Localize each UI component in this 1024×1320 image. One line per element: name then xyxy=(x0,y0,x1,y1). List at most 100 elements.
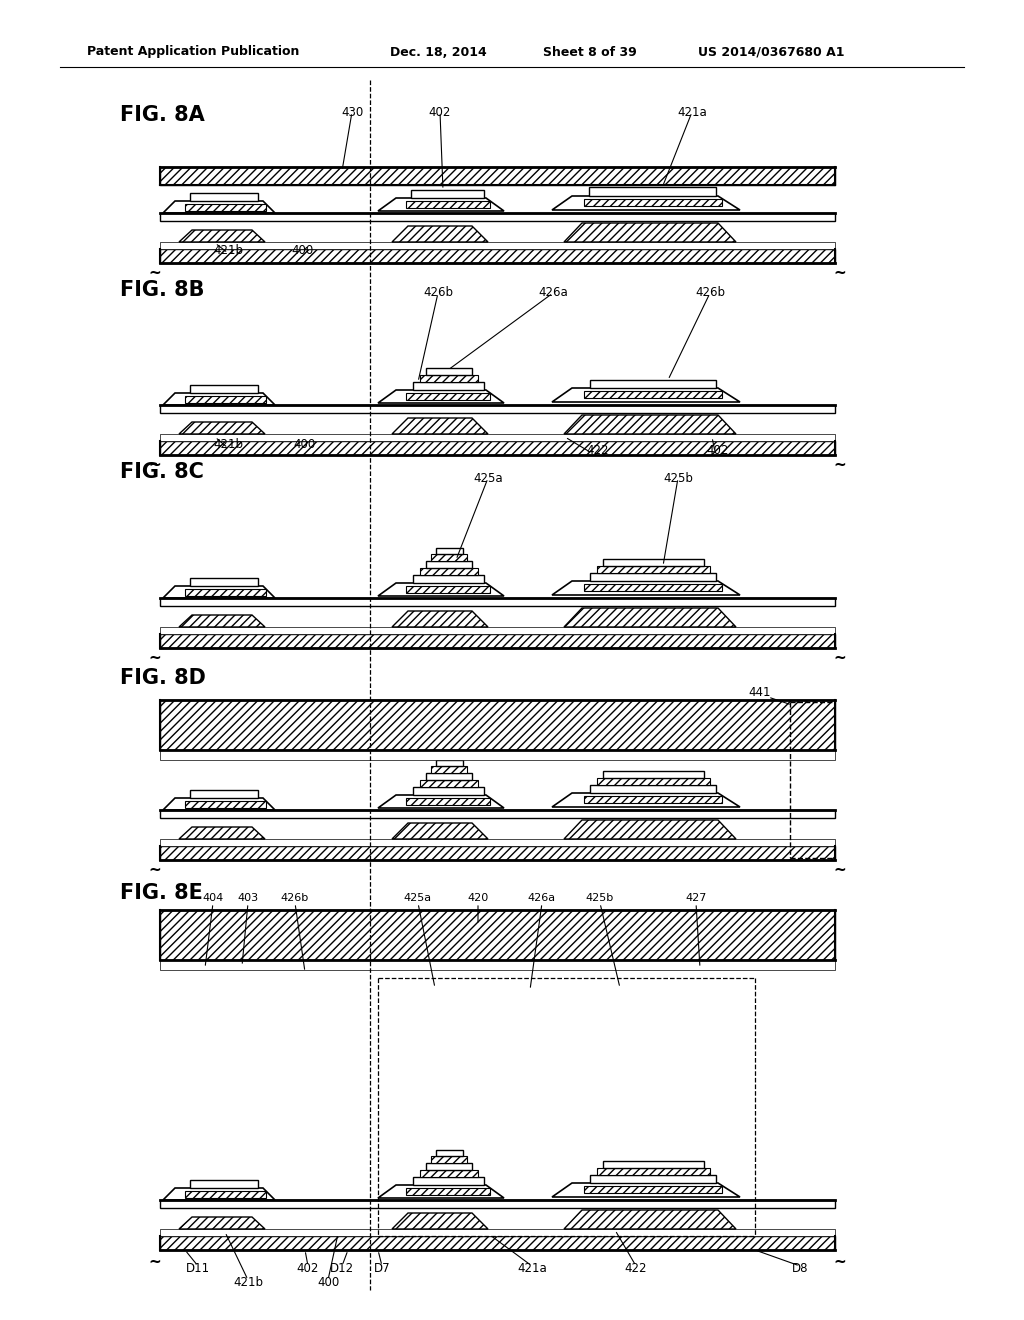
Polygon shape xyxy=(179,615,265,627)
Bar xyxy=(413,787,484,795)
Text: 403: 403 xyxy=(238,894,259,903)
Text: ~: ~ xyxy=(834,651,847,665)
Text: 427: 427 xyxy=(685,894,707,903)
Bar xyxy=(431,766,467,774)
Bar xyxy=(185,1191,266,1199)
Polygon shape xyxy=(163,586,275,598)
Bar xyxy=(190,385,258,393)
Bar xyxy=(603,1162,705,1168)
Text: 421b: 421b xyxy=(213,243,243,256)
Text: ~: ~ xyxy=(148,265,162,281)
Polygon shape xyxy=(163,799,275,810)
Bar xyxy=(406,393,490,400)
Bar xyxy=(160,627,835,634)
Text: 421a: 421a xyxy=(677,106,707,119)
Bar xyxy=(160,810,835,818)
Text: FIG. 8A: FIG. 8A xyxy=(120,106,205,125)
Bar xyxy=(584,796,722,803)
Bar xyxy=(406,1188,490,1195)
Text: 425b: 425b xyxy=(664,471,693,484)
Text: ~: ~ xyxy=(148,651,162,665)
Bar xyxy=(420,568,478,576)
Polygon shape xyxy=(552,1183,740,1197)
Text: 441: 441 xyxy=(749,686,771,700)
Text: 426a: 426a xyxy=(539,286,568,300)
Bar xyxy=(426,1163,472,1170)
Bar xyxy=(420,780,478,787)
Bar xyxy=(160,1236,835,1250)
Polygon shape xyxy=(552,388,740,403)
Text: 421b: 421b xyxy=(213,438,243,451)
Text: 400: 400 xyxy=(316,1275,339,1288)
Polygon shape xyxy=(392,418,488,434)
Text: 430: 430 xyxy=(341,106,364,119)
Polygon shape xyxy=(378,198,504,211)
Text: D12: D12 xyxy=(330,1262,354,1275)
Bar xyxy=(426,561,472,568)
Bar xyxy=(185,205,266,211)
Polygon shape xyxy=(179,828,265,840)
Polygon shape xyxy=(163,1188,275,1200)
Bar xyxy=(584,199,722,206)
Text: 425a: 425a xyxy=(473,471,503,484)
Text: 426a: 426a xyxy=(528,894,556,903)
Bar xyxy=(160,846,835,861)
Bar xyxy=(160,750,835,760)
Text: 425a: 425a xyxy=(403,894,432,903)
Bar xyxy=(590,380,716,388)
Bar xyxy=(160,242,835,249)
Text: 422: 422 xyxy=(625,1262,647,1275)
Text: Patent Application Publication: Patent Application Publication xyxy=(87,45,299,58)
Bar xyxy=(436,1150,463,1156)
Text: 426b: 426b xyxy=(695,286,725,300)
Polygon shape xyxy=(163,201,275,213)
Text: US 2014/0367680 A1: US 2014/0367680 A1 xyxy=(698,45,845,58)
Text: 421a: 421a xyxy=(517,1262,547,1275)
Bar xyxy=(160,960,835,970)
Polygon shape xyxy=(564,223,736,242)
Bar xyxy=(597,1168,710,1175)
Text: FIG. 8D: FIG. 8D xyxy=(120,668,206,688)
Polygon shape xyxy=(392,226,488,242)
Bar xyxy=(160,1200,835,1208)
Polygon shape xyxy=(179,422,265,434)
Polygon shape xyxy=(392,822,488,840)
Bar xyxy=(597,566,710,573)
Polygon shape xyxy=(378,583,504,597)
Bar xyxy=(603,558,705,566)
Bar xyxy=(590,573,716,581)
Bar xyxy=(413,1177,484,1185)
Bar xyxy=(584,583,722,591)
Bar xyxy=(160,1229,835,1236)
Polygon shape xyxy=(179,1217,265,1229)
Bar xyxy=(160,700,835,750)
Text: ~: ~ xyxy=(148,458,162,473)
Text: Dec. 18, 2014: Dec. 18, 2014 xyxy=(390,45,486,58)
Bar xyxy=(426,368,472,375)
Polygon shape xyxy=(179,230,265,242)
Text: 425b: 425b xyxy=(586,894,614,903)
Polygon shape xyxy=(378,1185,504,1199)
Text: 420: 420 xyxy=(467,894,488,903)
Text: D11: D11 xyxy=(186,1262,210,1275)
Bar xyxy=(603,771,705,777)
Bar xyxy=(160,249,835,263)
Text: 421b: 421b xyxy=(233,1275,263,1288)
Text: ~: ~ xyxy=(834,265,847,281)
Bar xyxy=(426,774,472,780)
Bar xyxy=(420,375,478,381)
Bar xyxy=(185,589,266,597)
Bar xyxy=(190,789,258,799)
Polygon shape xyxy=(552,581,740,595)
Bar xyxy=(185,801,266,808)
Bar xyxy=(160,598,835,606)
Bar xyxy=(589,187,716,195)
Polygon shape xyxy=(564,1210,736,1229)
Text: FIG. 8C: FIG. 8C xyxy=(120,462,204,482)
Bar xyxy=(590,785,716,793)
Text: D7: D7 xyxy=(374,1262,390,1275)
Text: Sheet 8 of 39: Sheet 8 of 39 xyxy=(543,45,637,58)
Bar xyxy=(431,554,467,561)
Bar xyxy=(190,578,258,586)
Bar xyxy=(420,1170,478,1177)
